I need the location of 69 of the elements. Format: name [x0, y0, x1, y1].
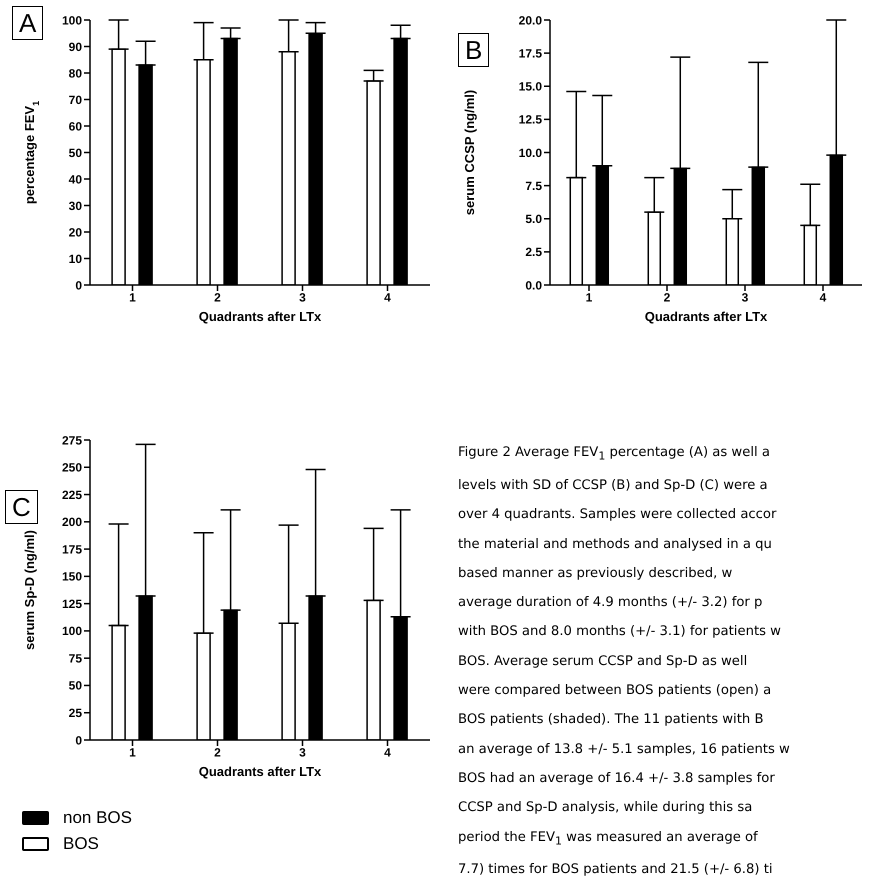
legend-label: BOS	[63, 834, 99, 854]
y-axis-title: serum Sp-D (ng/ml)	[22, 530, 37, 650]
y-tick-label: 175	[62, 542, 82, 556]
text: C	[5, 490, 38, 524]
y-tick-label: 15.0	[518, 80, 542, 94]
y-tick-label: 100	[62, 13, 82, 28]
x-tick-label: 4	[384, 746, 392, 760]
y-tick-label: 5.0	[525, 212, 542, 226]
y-tick-label: 90	[68, 40, 82, 54]
legend-label: non BOS	[63, 808, 132, 828]
y-tick-label: 10.0	[518, 146, 542, 160]
y-tick-label: 60	[68, 119, 82, 134]
text: over 4 quadrants. Samples were collected accor	[458, 506, 778, 524]
y-tick-label: 20	[68, 225, 82, 240]
y-tick-label: 225	[62, 488, 82, 502]
x-tick-label: 3	[299, 290, 306, 305]
text: CCSP and Sp-D analysis, while during this sa	[458, 799, 754, 818]
x-tick-label: 2	[214, 290, 222, 305]
y-tick-label: 10	[68, 252, 82, 266]
y-tick-label: 50	[68, 678, 82, 693]
x-tick-label: 1	[129, 746, 136, 760]
y-tick-label: 75	[68, 651, 82, 666]
y-tick-label: 200	[62, 515, 82, 530]
y-tick-label: 80	[68, 66, 82, 80]
caption: Figure 2 Average FEV$_{1}$ percentage (A) as well a	[458, 444, 771, 465]
chart-title: A	[12, 6, 44, 40]
y-tick-label: 2.5	[525, 245, 542, 260]
y-tick-label: 7.5	[525, 178, 542, 193]
y-tick-label: 275	[62, 433, 82, 448]
y-axis-title: serum CCSP (ng/ml)	[462, 90, 477, 216]
y-tick-label: 25	[68, 706, 82, 720]
y-tick-label: 150	[62, 570, 82, 584]
x-tick-label: 1	[586, 290, 593, 305]
y-tick-label: 50	[68, 146, 82, 160]
y-tick-label: 0	[75, 278, 82, 292]
x-tick-label: 4	[384, 290, 392, 305]
text: average duration of 4.9 months (+/- 3.2) for p	[458, 594, 764, 612]
text: the material and methods and analysed in a qu	[458, 536, 773, 554]
x-tick-label: 3	[742, 290, 749, 305]
y-tick-label: 0	[75, 733, 82, 748]
y-tick-label: 0.0	[525, 278, 542, 292]
y-tick-label: 20.0	[518, 13, 542, 28]
y-tick-label: 125	[62, 596, 82, 611]
y-tick-label: 40	[68, 172, 82, 186]
text: 7.7) times for BOS patients and 21.5 (+/- 6.8) ti	[458, 861, 774, 880]
text: BOS patients (shaded). The 11 patients with B	[458, 711, 764, 730]
x-tick-label: 3	[299, 746, 306, 760]
text: with BOS and 8.0 months (+/- 3.1) for patients w	[458, 623, 782, 642]
x-tick-label: 2	[664, 290, 671, 305]
text: based manner as previously described, w	[458, 564, 734, 583]
y-tick-label: 70	[68, 92, 82, 107]
text: levels with SD of CCSP (B) and Sp-D (C) were a	[458, 476, 769, 495]
x-tick-label: 1	[129, 290, 136, 305]
y-tick-label: 30	[68, 198, 82, 213]
text: BOS. Average serum CCSP and Sp-D as well	[458, 652, 748, 671]
y-tick-label: 250	[62, 460, 82, 475]
y-tick-label: 12.5	[518, 112, 542, 127]
x-tick-label: 2	[214, 746, 222, 760]
y-tick-label: 100	[62, 624, 82, 638]
x-axis-title: Quadrants after LTx	[644, 309, 768, 324]
y-tick-label: 17.5	[518, 46, 542, 60]
text: period the FEV$_{1}$ was measured an average of	[458, 828, 759, 850]
text: B	[458, 33, 490, 67]
text: an average of 13.8 +/- 5.1 samples, 16 patients w	[458, 740, 791, 759]
x-axis-title: Quadrants after LTx	[198, 309, 322, 324]
x-axis-title: Quadrants after LTx	[198, 764, 322, 779]
x-tick-label: 4	[820, 290, 827, 305]
text: BOS had an average of 16.4 +/- 3.8 samples for	[458, 770, 776, 788]
text: were compared between BOS patients (open) a	[458, 682, 772, 700]
